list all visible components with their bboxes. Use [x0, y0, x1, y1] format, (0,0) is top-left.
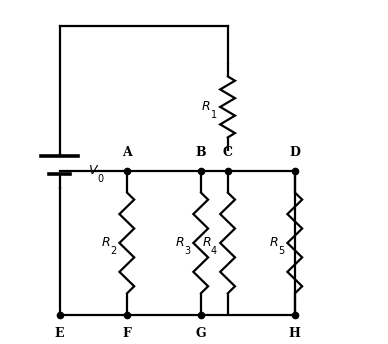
Text: $1$: $1$ [210, 108, 217, 120]
Text: $V$: $V$ [88, 164, 99, 177]
Text: $R$: $R$ [202, 236, 211, 249]
Text: B: B [196, 146, 206, 159]
Text: $5$: $5$ [278, 244, 285, 256]
Text: $3$: $3$ [184, 244, 191, 256]
Text: F: F [122, 327, 131, 340]
Text: A: A [122, 146, 132, 159]
Text: $0$: $0$ [97, 172, 104, 184]
Text: $R$: $R$ [269, 236, 279, 249]
Text: C: C [223, 146, 232, 159]
Text: E: E [55, 327, 64, 340]
Text: $R$: $R$ [201, 100, 211, 114]
Text: D: D [289, 146, 300, 159]
Text: $R$: $R$ [175, 236, 185, 249]
Text: $4$: $4$ [210, 244, 218, 256]
Text: H: H [289, 327, 301, 340]
Text: G: G [196, 327, 206, 340]
Text: $R$: $R$ [101, 236, 111, 249]
Text: $2$: $2$ [110, 244, 117, 256]
